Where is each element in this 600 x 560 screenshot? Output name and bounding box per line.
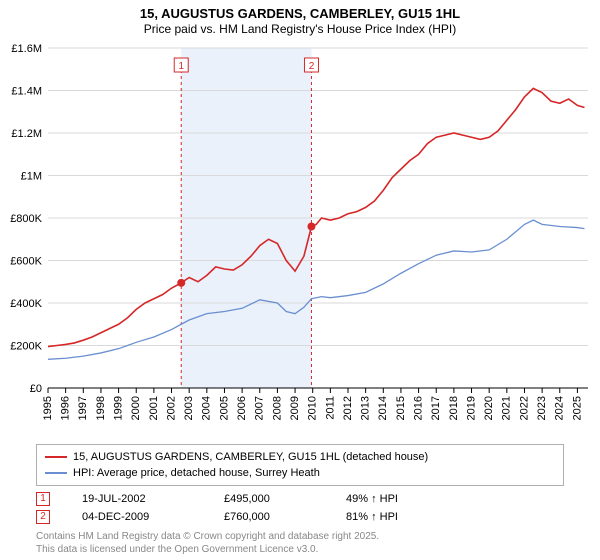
svg-text:2011: 2011 — [324, 396, 336, 420]
svg-text:£0: £0 — [30, 383, 42, 395]
svg-text:2008: 2008 — [271, 396, 283, 420]
svg-text:£1.6M: £1.6M — [11, 43, 42, 55]
svg-text:2000: 2000 — [130, 396, 142, 420]
chart-container: 15, AUGUSTUS GARDENS, CAMBERLEY, GU15 1H… — [0, 0, 600, 560]
sale-delta: 81% ↑ HPI — [346, 511, 398, 523]
footer-line-2: This data is licensed under the Open Gov… — [36, 543, 564, 556]
legend-swatch — [45, 472, 67, 474]
svg-text:£800K: £800K — [10, 213, 42, 225]
sale-marker-icon: 2 — [36, 510, 50, 524]
svg-text:2009: 2009 — [289, 396, 301, 420]
svg-text:1998: 1998 — [95, 396, 107, 420]
svg-text:2019: 2019 — [465, 396, 477, 420]
sale-row: 1 19-JUL-2002 £495,000 49% ↑ HPI — [36, 490, 564, 508]
chart-title: 15, AUGUSTUS GARDENS, CAMBERLEY, GU15 1H… — [0, 6, 600, 21]
sale-delta: 49% ↑ HPI — [346, 493, 398, 505]
svg-text:2025: 2025 — [571, 396, 583, 420]
svg-text:£400K: £400K — [10, 298, 42, 310]
title-block: 15, AUGUSTUS GARDENS, CAMBERLEY, GU15 1H… — [0, 0, 600, 38]
svg-text:£600K: £600K — [10, 256, 42, 268]
legend: 15, AUGUSTUS GARDENS, CAMBERLEY, GU15 1H… — [36, 444, 564, 486]
footer-attribution: Contains HM Land Registry data © Crown c… — [36, 530, 564, 556]
svg-text:2007: 2007 — [254, 396, 266, 420]
svg-text:2021: 2021 — [501, 396, 513, 420]
footer-line-1: Contains HM Land Registry data © Crown c… — [36, 530, 564, 543]
chart-area: £0 £200K £400K £600K £800K £1M £1.2M £1.4M £1.6M… — [0, 38, 600, 438]
svg-text:£1M: £1M — [21, 171, 42, 183]
svg-text:2012: 2012 — [342, 396, 354, 420]
svg-text:2001: 2001 — [148, 396, 160, 420]
chart-subtitle: Price paid vs. HM Land Registry's House … — [0, 22, 600, 36]
svg-text:2013: 2013 — [360, 396, 372, 420]
sale-date: 19-JUL-2002 — [82, 493, 192, 505]
sale-date: 04-DEC-2009 — [82, 511, 192, 523]
svg-text:2004: 2004 — [201, 396, 213, 420]
svg-text:2005: 2005 — [218, 396, 230, 420]
sale-price: £760,000 — [224, 511, 314, 523]
svg-text:£1.4M: £1.4M — [11, 86, 42, 98]
sales-table: 1 19-JUL-2002 £495,000 49% ↑ HPI 2 04-DEC-200… — [36, 490, 564, 526]
svg-text:2024: 2024 — [554, 396, 566, 420]
svg-text:2018: 2018 — [448, 396, 460, 420]
sale-price: £495,000 — [224, 493, 314, 505]
sale-row: 2 04-DEC-2009 £760,000 81% ↑ HPI — [36, 508, 564, 526]
svg-text:2015: 2015 — [395, 396, 407, 420]
legend-swatch — [45, 456, 67, 458]
svg-text:£1.2M: £1.2M — [11, 128, 42, 140]
svg-text:£200K: £200K — [10, 341, 42, 353]
svg-text:2006: 2006 — [236, 396, 248, 420]
svg-text:2010: 2010 — [307, 396, 319, 420]
chart-svg: £0 £200K £400K £600K £800K £1M £1.2M £1.4M £1.6M… — [0, 38, 600, 438]
svg-text:2: 2 — [309, 61, 315, 72]
legend-label: HPI: Average price, detached house, Surr… — [73, 467, 320, 479]
svg-text:2022: 2022 — [518, 396, 530, 420]
svg-text:2017: 2017 — [430, 396, 442, 420]
svg-text:1: 1 — [178, 61, 184, 72]
svg-text:2023: 2023 — [536, 396, 548, 420]
svg-text:2014: 2014 — [377, 396, 389, 420]
svg-text:2016: 2016 — [412, 396, 424, 420]
svg-text:2020: 2020 — [483, 396, 495, 420]
svg-text:1997: 1997 — [77, 396, 89, 420]
svg-text:1999: 1999 — [112, 396, 124, 420]
legend-item: 15, AUGUSTUS GARDENS, CAMBERLEY, GU15 1H… — [45, 449, 555, 465]
svg-text:2002: 2002 — [165, 396, 177, 420]
legend-item: HPI: Average price, detached house, Surr… — [45, 465, 555, 481]
svg-text:1996: 1996 — [60, 396, 72, 420]
svg-text:1995: 1995 — [42, 396, 54, 420]
sale-marker-icon: 1 — [36, 492, 50, 506]
legend-label: 15, AUGUSTUS GARDENS, CAMBERLEY, GU15 1H… — [73, 451, 428, 463]
svg-text:2003: 2003 — [183, 396, 195, 420]
